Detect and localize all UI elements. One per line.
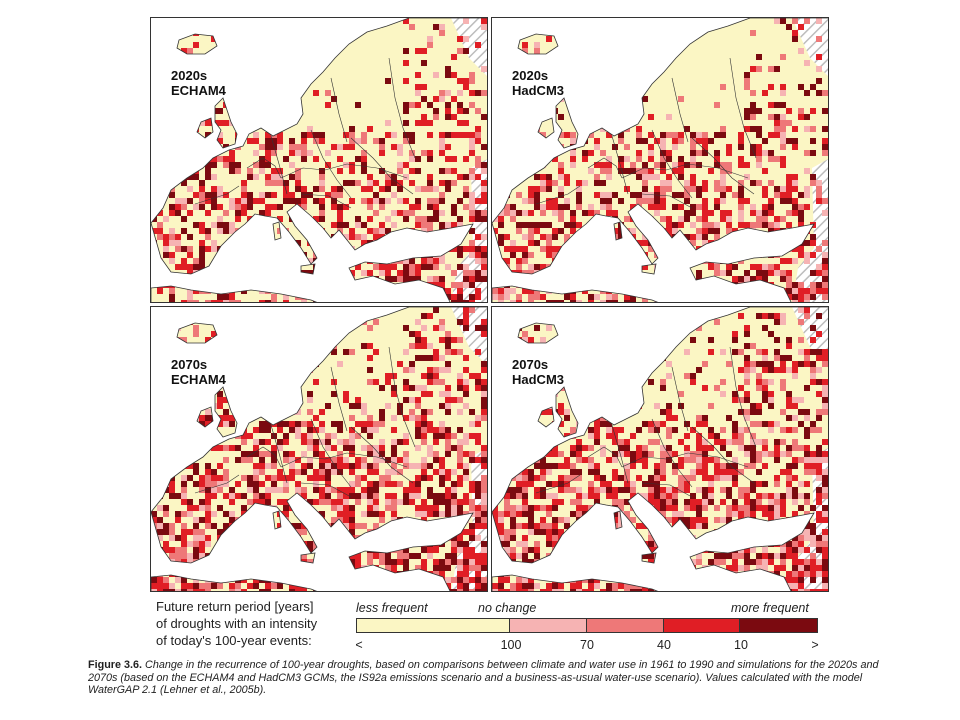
- legend-swatch: [663, 619, 741, 632]
- map-panel-2070s-hadcm3: 2070s HadCM3: [491, 306, 829, 592]
- legend-title-line: of droughts with an intensity: [156, 616, 318, 631]
- panel-period: 2070s: [171, 357, 208, 372]
- legend-swatch: [510, 619, 587, 632]
- map-panel-2020s-echam4: 2020s ECHAM4: [150, 17, 488, 303]
- legend-more-frequent: more frequent: [731, 601, 809, 615]
- panel-label: 2070s HadCM3: [512, 357, 564, 387]
- no-data-region: [451, 18, 487, 76]
- legend-title: Future return period [years] of droughts…: [156, 598, 317, 649]
- panel-model: ECHAM4: [171, 372, 226, 387]
- figure-number: Figure 3.6.: [88, 659, 143, 671]
- panel-period: 2020s: [512, 68, 549, 83]
- legend-swatch: [587, 619, 664, 632]
- legend-tick: 100: [500, 638, 522, 652]
- legend-less-frequent: less frequent: [356, 601, 428, 615]
- legend-tick: 70: [580, 638, 594, 652]
- europe-map: [492, 18, 828, 302]
- panel-model: HadCM3: [512, 83, 565, 98]
- legend-tick: <: [355, 638, 363, 652]
- caption-text: Change in the recurrence of 100-year dro…: [88, 659, 879, 696]
- europe-map: [151, 18, 487, 302]
- legend-title-line: of today's 100-year events:: [156, 633, 312, 648]
- map-panel-2020s-hadcm3: 2020s HadCM3: [491, 17, 829, 303]
- legend-tick: 10: [734, 638, 748, 652]
- legend-tick: 40: [657, 638, 671, 652]
- panel-model: HadCM3: [512, 372, 565, 387]
- legend-swatch: [740, 619, 817, 632]
- legend-no-change: no change: [478, 601, 537, 615]
- no-data-region: [792, 18, 828, 76]
- panel-period: 2070s: [512, 357, 549, 372]
- europe-map: [151, 307, 487, 591]
- panel-label: 2020s HadCM3: [512, 68, 564, 98]
- panel-period: 2020s: [171, 68, 208, 83]
- map-panel-2070s-echam4: 2070s ECHAM4: [150, 306, 488, 592]
- legend-title-line: Future return period [years]: [156, 599, 314, 614]
- no-data-region: [792, 448, 828, 591]
- legend-tick: >: [811, 638, 819, 652]
- legend-swatch: [357, 619, 511, 632]
- panel-model: ECHAM4: [171, 83, 226, 98]
- panel-label: 2070s ECHAM4: [171, 357, 226, 387]
- europe-map: [492, 307, 828, 591]
- legend-color-bar: [356, 618, 818, 633]
- figure-caption: Figure 3.6. Change in the recurrence of …: [88, 659, 888, 697]
- panel-label: 2020s ECHAM4: [171, 68, 226, 98]
